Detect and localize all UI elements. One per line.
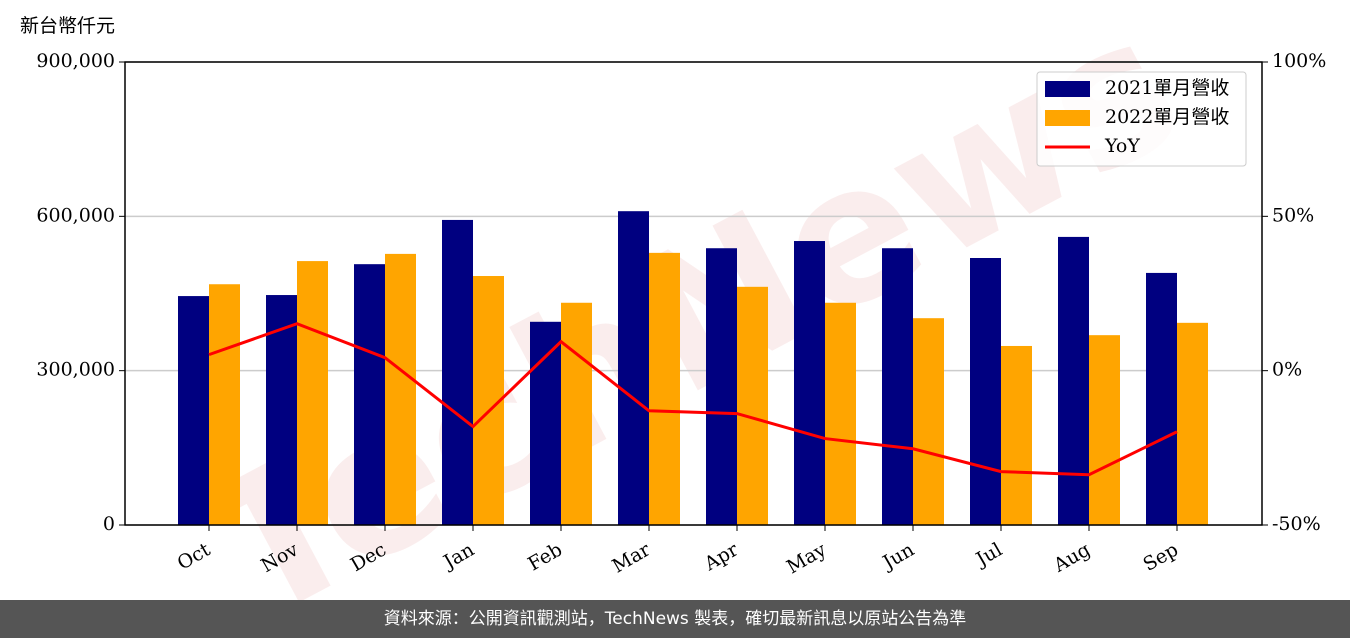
bar (1058, 236, 1089, 525)
y2-tick-label: 50% (1272, 204, 1314, 226)
bar (882, 248, 913, 525)
x-tick-label: Feb (524, 539, 566, 576)
x-tick-label: Aug (1049, 539, 1094, 578)
bar (297, 261, 328, 525)
legend-swatch (1045, 81, 1090, 97)
y-tick-label: 600,000 (36, 204, 115, 226)
bar (825, 302, 856, 525)
x-tick-label: Apr (700, 538, 743, 575)
bar (706, 248, 737, 525)
bar (1001, 345, 1032, 525)
x-tick-label: Jun (877, 539, 918, 575)
bar (561, 302, 592, 525)
x-tick-label: Jul (971, 539, 1006, 572)
y2-tick-label: 100% (1272, 50, 1326, 72)
legend-swatch (1045, 110, 1090, 126)
x-tick-label: Mar (608, 538, 654, 577)
y2-tick-label: -50% (1272, 513, 1321, 535)
x-tick-label: Oct (174, 538, 215, 574)
y-tick-label: 0 (103, 513, 115, 535)
legend-label: 2021單月營收 (1105, 77, 1229, 99)
line (208, 322, 1178, 477)
footer: 資料來源：公開資訊觀測站，TechNews 製表，確切最新訊息以原站公告為準 (0, 600, 1350, 638)
bar (442, 219, 473, 525)
bar (737, 286, 768, 525)
bar (970, 258, 1001, 525)
bar (530, 321, 561, 525)
bar (794, 241, 825, 525)
bar (1089, 335, 1120, 525)
bar (209, 284, 240, 525)
legend-label: 2022單月營收 (1105, 106, 1229, 128)
bar (385, 253, 416, 526)
bar (618, 211, 649, 525)
legend-label: YoY (1104, 135, 1140, 157)
y-tick-label: 300,000 (36, 359, 115, 381)
bar (1177, 322, 1208, 525)
bar (178, 296, 209, 525)
chart: 新台幣仟元 TechNews 0300,000600,000900,000-50… (20, 0, 1326, 638)
x-tick-label: May (783, 538, 830, 578)
unit-label: 新台幣仟元 (20, 15, 115, 37)
bar (1146, 272, 1177, 525)
y-tick-label: 900,000 (36, 50, 115, 72)
x-tick-label: Sep (1139, 539, 1182, 576)
bar (913, 318, 944, 525)
bar (354, 264, 385, 525)
y2-tick-label: 0% (1272, 359, 1302, 381)
bar (649, 252, 680, 525)
plot-frame (124, 61, 1263, 526)
